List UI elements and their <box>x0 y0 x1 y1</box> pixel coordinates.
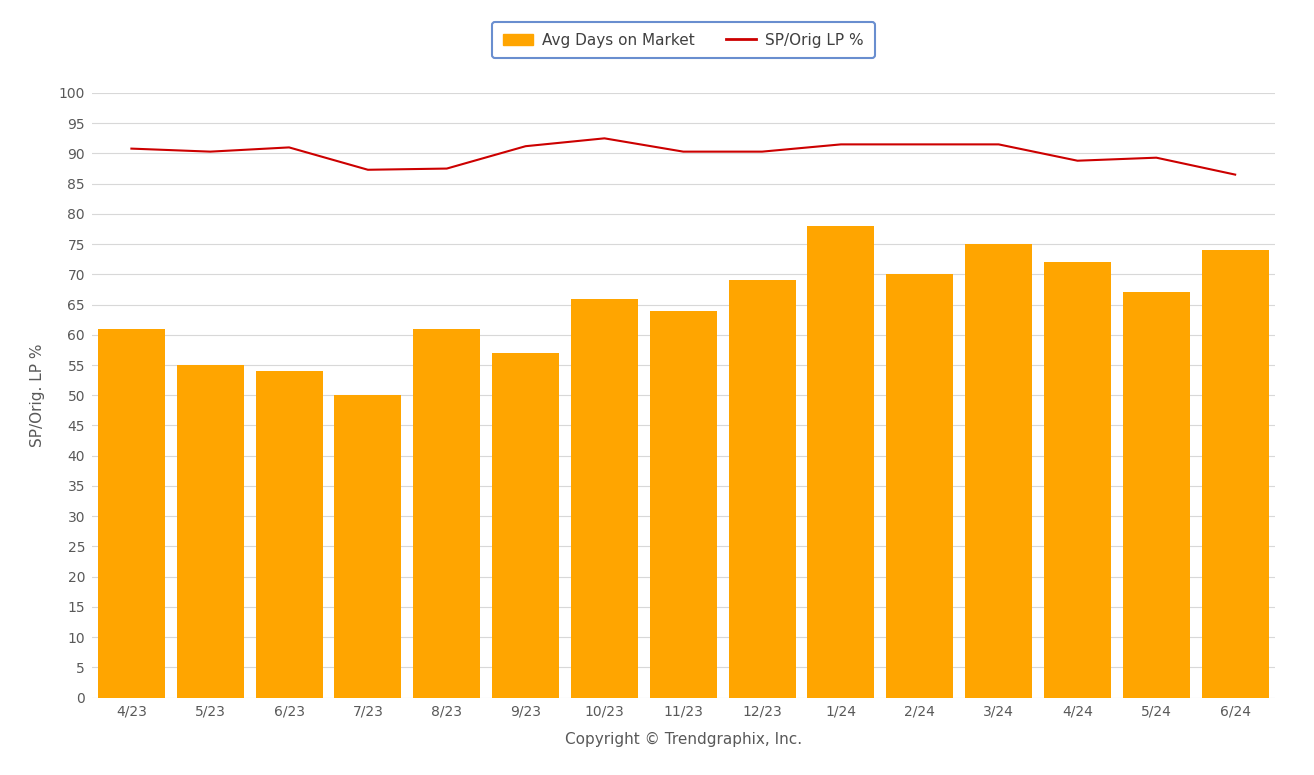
Bar <box>1043 262 1110 698</box>
X-axis label: Copyright © Trendgraphix, Inc.: Copyright © Trendgraphix, Inc. <box>565 732 802 747</box>
Bar <box>176 365 243 698</box>
Bar <box>334 395 402 698</box>
Bar <box>491 353 558 698</box>
Bar <box>413 329 480 698</box>
Bar <box>570 298 639 698</box>
Bar <box>649 311 716 698</box>
Bar <box>886 274 953 698</box>
Bar <box>964 244 1031 698</box>
Legend: Avg Days on Market, SP/Orig LP %: Avg Days on Market, SP/Orig LP % <box>491 22 875 58</box>
Bar <box>728 281 795 698</box>
Y-axis label: SP/Orig. LP %: SP/Orig. LP % <box>30 343 45 447</box>
Bar <box>807 226 874 698</box>
Bar <box>1201 250 1268 698</box>
Bar <box>255 371 322 698</box>
Bar <box>1122 292 1189 698</box>
Bar <box>97 329 164 698</box>
